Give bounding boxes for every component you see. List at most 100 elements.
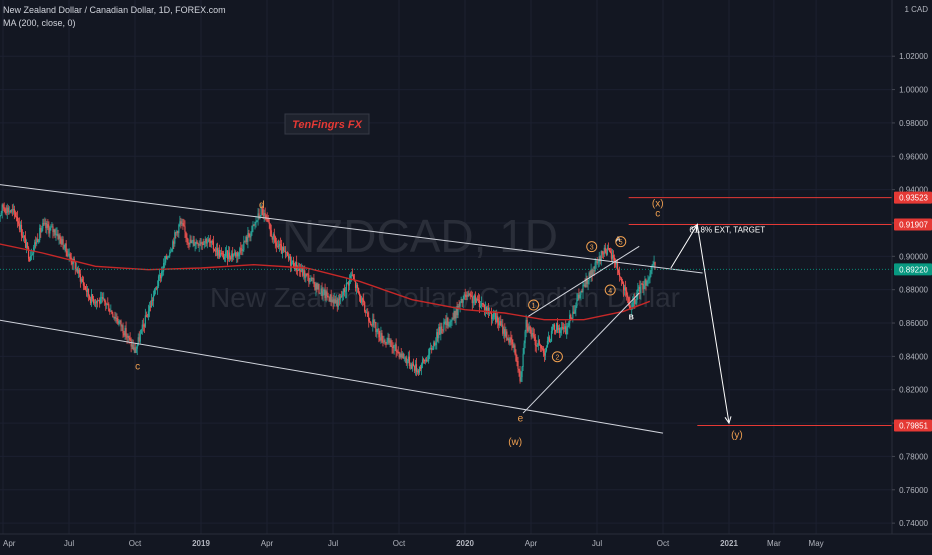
candle-body (305, 273, 307, 278)
candle-body (471, 296, 473, 304)
candle-body (477, 299, 480, 301)
time-axis[interactable]: Apr Jul Oct 2019 Apr Jul Oct 2020 Apr Jul Oct 2021 M… (0, 533, 932, 550)
candle-body (222, 253, 225, 259)
candle-body (575, 306, 577, 310)
candle-body (431, 348, 433, 350)
candle-body (308, 275, 310, 283)
candle-body (56, 233, 58, 235)
channel-lower-line[interactable] (0, 318, 664, 434)
price-axis[interactable]: 1 CAD 1.02000 1.00000 0.98000 0.96000 0.94000… (891, 0, 932, 534)
price-tick-label: 0.86000 (899, 319, 928, 328)
candle-body (480, 303, 483, 307)
candle-body (545, 347, 548, 351)
candle-body (317, 284, 319, 290)
candle-body (284, 250, 287, 253)
projection-arrowhead-up (691, 223, 698, 232)
candle-body (367, 312, 369, 317)
price-level-label: 0.91907 (899, 221, 928, 230)
candle-body (617, 269, 620, 273)
candle-body (646, 280, 648, 286)
channel-upper-line[interactable] (0, 183, 703, 274)
candle-body (513, 345, 515, 348)
candle-body (586, 278, 588, 284)
price-tick-label: 0.94000 (899, 186, 928, 195)
candle-body (543, 352, 546, 356)
time-tick-label: May (809, 539, 824, 548)
candle-body (147, 311, 150, 317)
candle-body (354, 281, 357, 288)
candle-body (176, 231, 178, 233)
candle-body (77, 269, 79, 274)
candle-body (647, 279, 649, 281)
impulse-channel-lower-line[interactable] (522, 292, 640, 414)
candle-body (3, 207, 5, 209)
candle-body (172, 241, 174, 250)
candle-body (280, 244, 283, 254)
target-level-text: 61.8% EXT, TARGET (689, 226, 765, 235)
candle-body (202, 243, 204, 245)
candle-body (454, 310, 456, 319)
candle-body (559, 327, 561, 333)
price-level-badge (894, 218, 932, 231)
candle-body (285, 252, 288, 254)
price-tick-label: 0.98000 (899, 119, 928, 128)
impulse-channel-upper-line[interactable] (528, 245, 640, 317)
candle-body (356, 284, 359, 289)
candle-body (465, 294, 467, 297)
candle-body (101, 297, 103, 298)
candle-body (123, 333, 125, 336)
candle-body (237, 252, 239, 257)
candle-body (45, 222, 47, 229)
candle-body (283, 250, 286, 252)
candle-body (644, 279, 646, 286)
candle-body (637, 289, 639, 294)
candle-body (186, 237, 188, 240)
price-tick-label: 0.76000 (899, 486, 928, 495)
price-level-label: 0.79851 (899, 422, 928, 431)
candle-body (219, 253, 222, 258)
candle-body (343, 288, 345, 292)
candle-body (242, 249, 244, 251)
candle-body (106, 303, 108, 305)
candle-body (32, 253, 34, 256)
candle-body (35, 242, 37, 245)
candle-body (272, 234, 274, 240)
candle-body (615, 262, 618, 265)
candle-body (110, 310, 112, 312)
candle-body (262, 208, 264, 217)
time-tick-label: Oct (129, 539, 142, 548)
candle-body (494, 312, 496, 314)
candle-body (549, 341, 552, 343)
candle-body (544, 350, 547, 356)
candle-body (8, 211, 10, 213)
wave-label: (y) (731, 430, 743, 441)
candle-body (256, 220, 258, 222)
time-tick-label: 2020 (456, 539, 474, 548)
wave-label: c (135, 362, 140, 373)
candle-body (537, 340, 539, 346)
candle-body (62, 239, 64, 249)
candle-body (409, 364, 411, 366)
time-tick-label: Oct (393, 539, 406, 548)
candles-layer (0, 202, 656, 384)
candle-body (377, 328, 379, 330)
candle-body (508, 338, 510, 343)
wave-label: 3 (590, 245, 594, 252)
candle-body (399, 353, 401, 358)
candle-body (555, 323, 558, 332)
candle-body (425, 359, 427, 362)
candle-body (371, 324, 373, 326)
candle-body (306, 273, 308, 275)
candle-body (573, 311, 575, 314)
candle-body (167, 256, 169, 259)
candle-body (319, 292, 321, 294)
time-tick-label: Jul (328, 539, 338, 548)
candle-body (584, 284, 586, 288)
candle-body (71, 262, 73, 265)
candle-body (149, 306, 152, 308)
candle-body (299, 268, 301, 271)
candle-body (444, 321, 446, 323)
candle-body (539, 344, 541, 346)
